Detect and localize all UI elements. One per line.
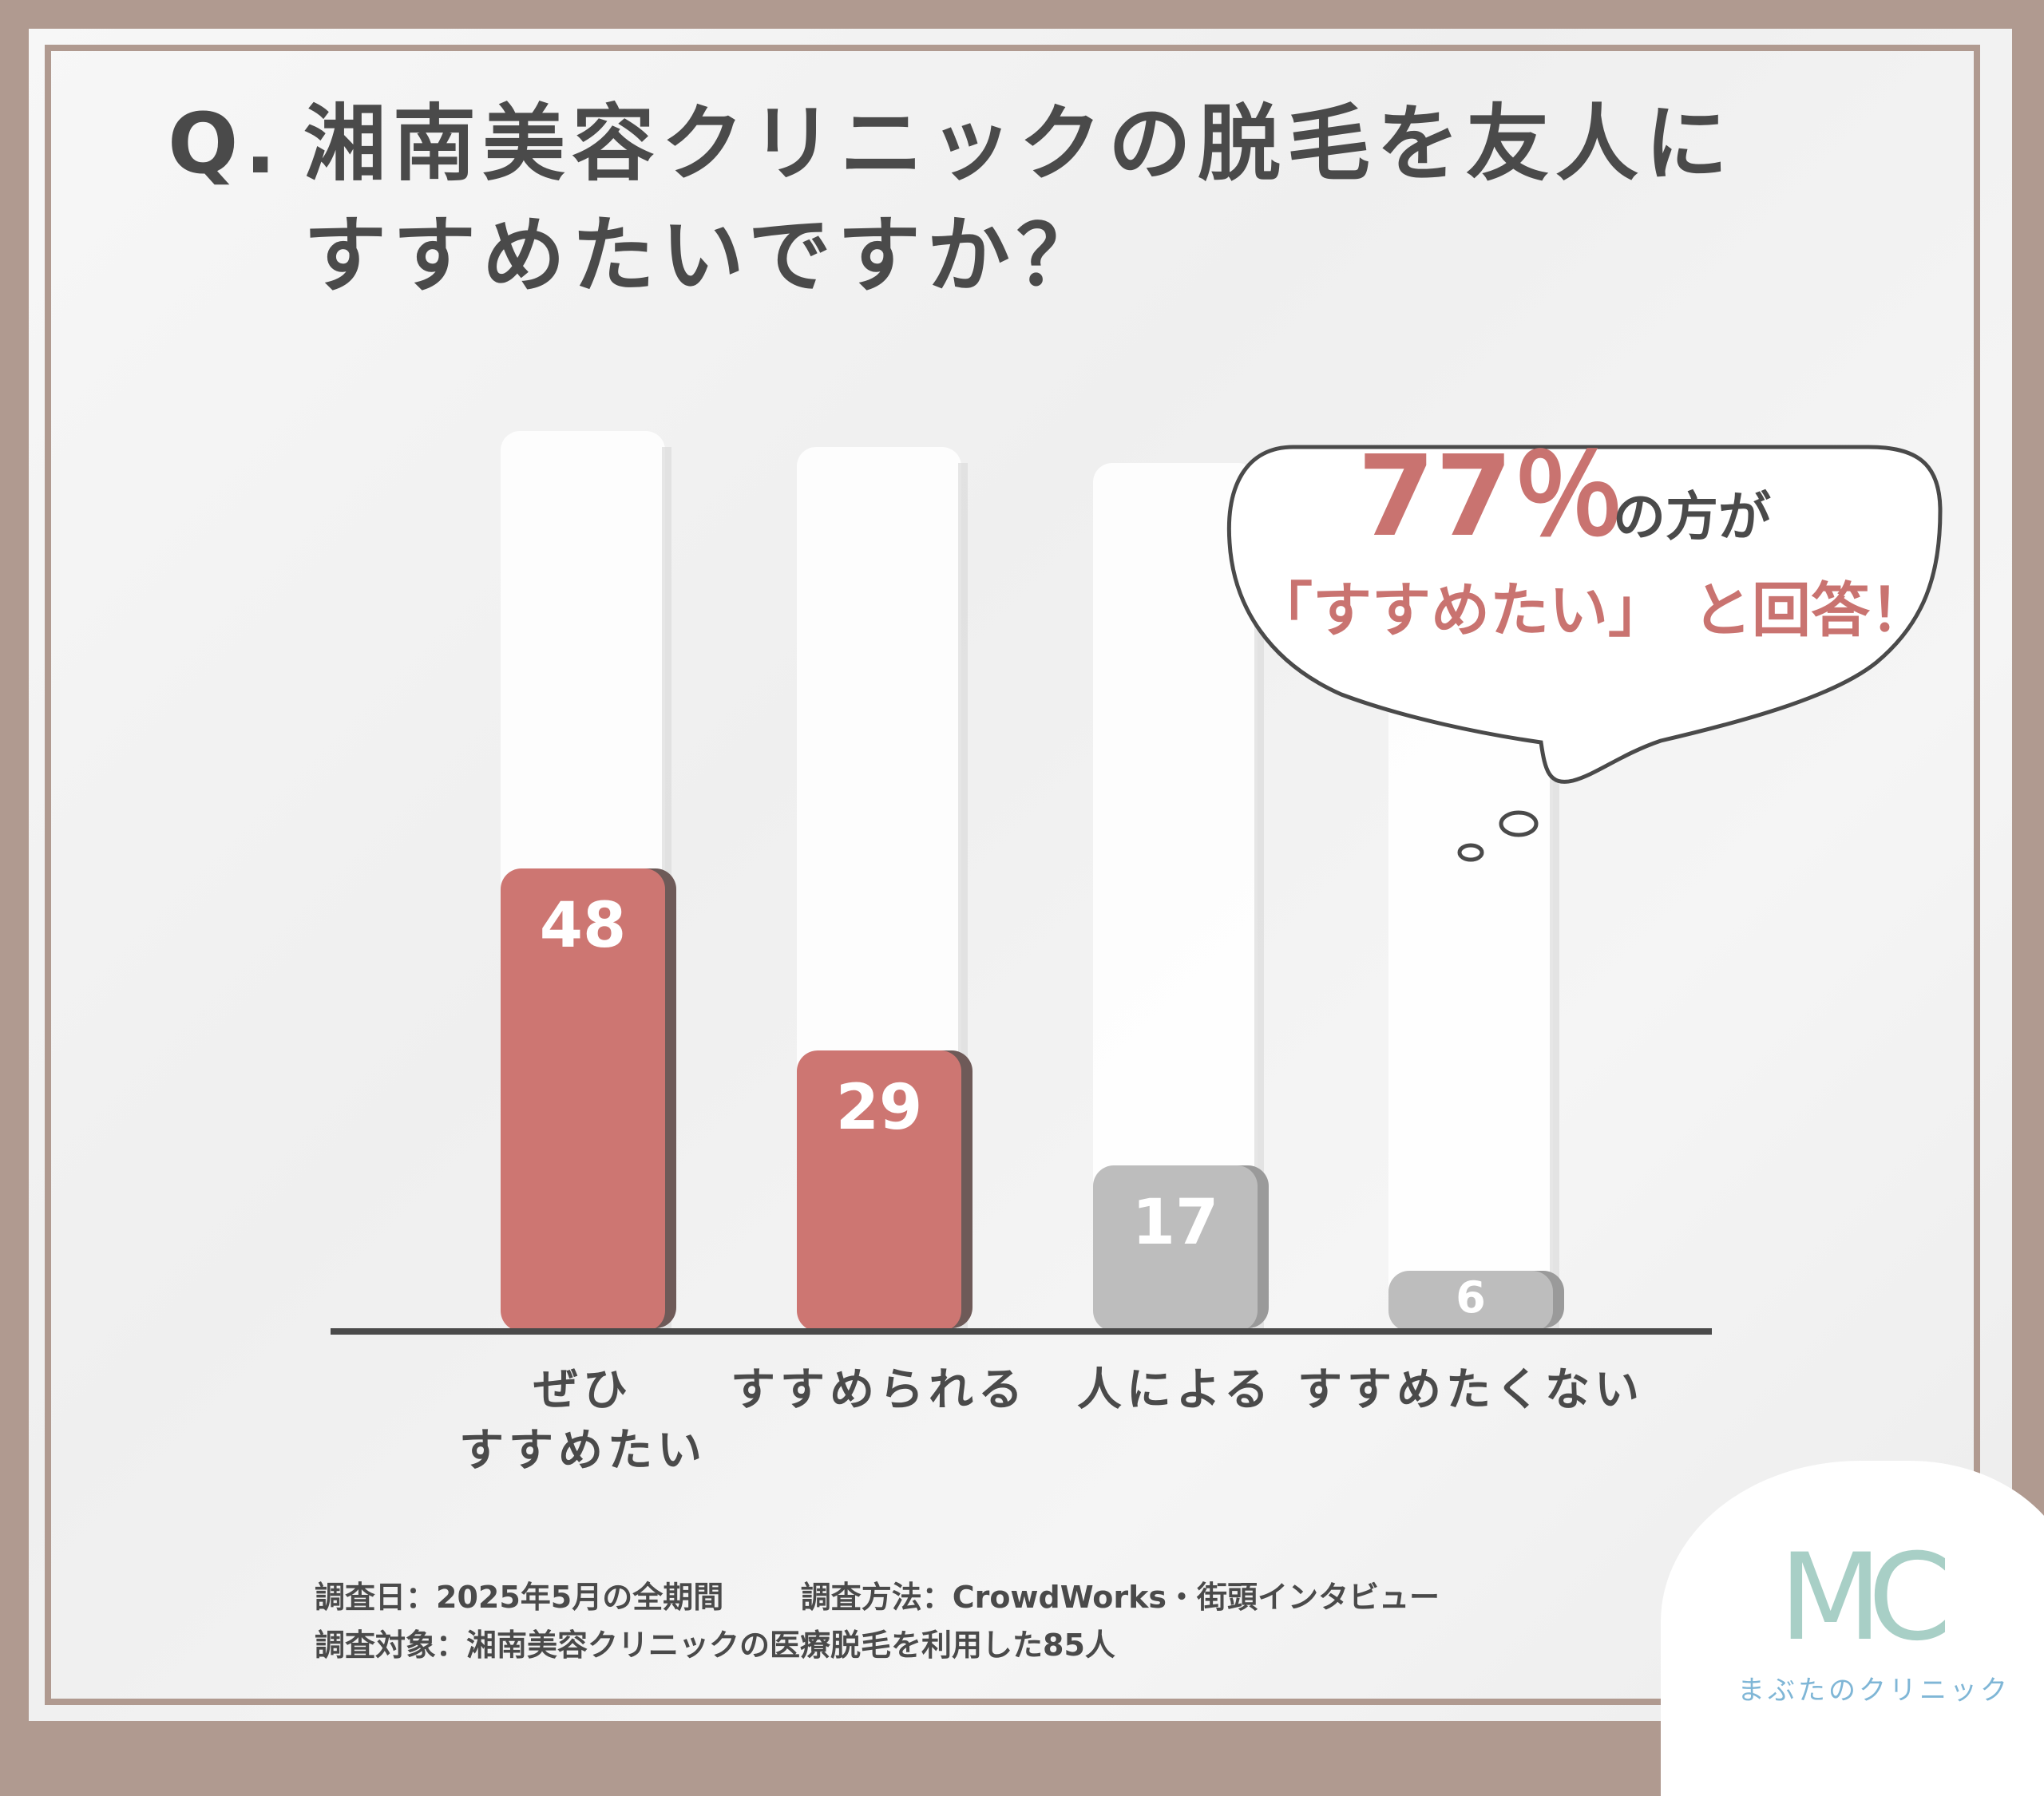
bar [1093,1165,1258,1331]
bubble-line-2-suffix: と回答！ [1693,576,1929,645]
logo-mark: MC [1779,1529,1951,1667]
survey-method: 調査方法：CrowdWorks・街頭インタビュー [800,1580,1440,1615]
bar-background-column [1093,463,1258,1328]
logo-name: まぶたのクリニック [1737,1675,2010,1707]
bubble-line-1-suffix: の方が [1613,486,1771,548]
bar-value-label: 6 [1456,1272,1486,1323]
bar [1388,1271,1553,1331]
bar [501,868,665,1331]
question-prefix: Q. [168,95,283,192]
bar-background-shadow [1254,479,1264,1328]
footer-line-1: 調査日：2025年5月の全期間 調査方法：CrowdWorks・街頭インタビュー [315,1572,1440,1616]
x-tick-label: すすめたくない [1297,1364,1644,1416]
x-tick-label: ぜひ [533,1364,632,1416]
survey-date: 調査日：2025年5月の全期間 [315,1580,724,1615]
bubble-percent: 77％ [1357,432,1625,562]
question-line-1: 湘南美容クリニックの脱毛を友人に [303,95,1735,192]
logo-background [1661,1461,2044,1796]
x-tick-label: すすめられる [731,1364,1028,1416]
bar-value-label: 29 [836,1072,923,1144]
bar [797,1050,961,1331]
speech-bubble: 77％ の方が 「すすめたい」 と回答！ [1226,432,1943,862]
bar-value-label: 17 [1132,1187,1219,1259]
footer-line-2: 調査対象：湘南美容クリニックの医療脱毛を利用した85人 [315,1620,1115,1664]
x-tick-label: 人による [1077,1364,1274,1416]
x-tick-label: すすめたい [459,1425,707,1477]
question-line-2: すすめたいですか？ [303,207,1106,304]
infographic-card [29,29,2012,1721]
question-title: Q. 湘南美容クリニックの脱毛を友人に すすめたいですか？ [168,88,1924,311]
bubble-line-2-accent: 「すすめたい」 [1254,576,1667,645]
survey-target: 調査対象：湘南美容クリニックの医療脱毛を利用した85人 [315,1628,1115,1663]
inner-frame [45,45,1980,1705]
bar-value-label: 48 [540,890,627,962]
